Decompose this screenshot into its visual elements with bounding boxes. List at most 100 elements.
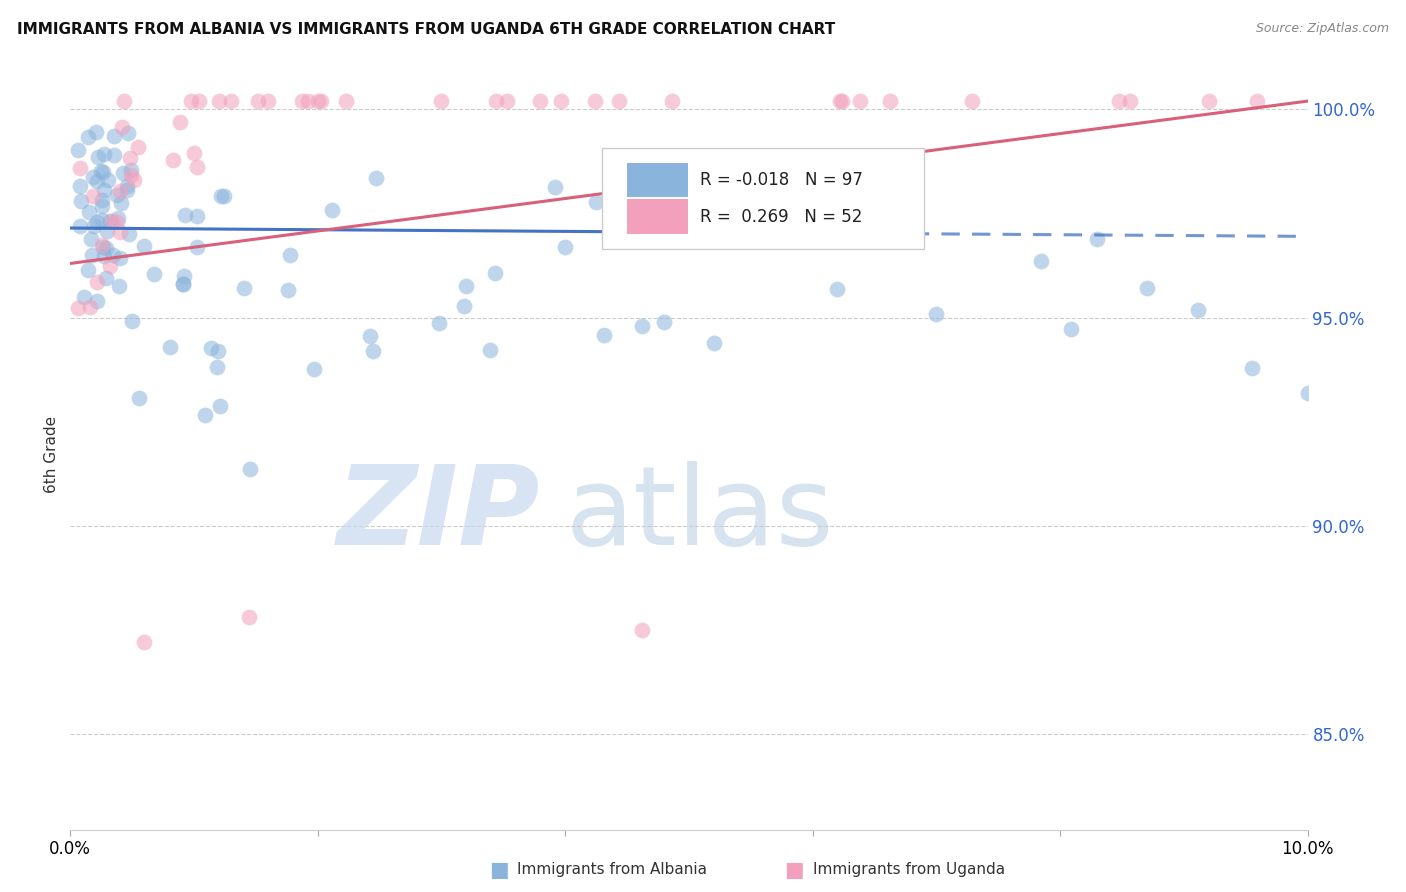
Point <box>143 267 166 281</box>
Point <box>239 461 262 475</box>
Point <box>186 240 208 254</box>
Point <box>1085 232 1108 246</box>
Point <box>80 232 103 246</box>
Point <box>132 239 155 253</box>
Point <box>738 161 761 176</box>
Text: Immigrants from Uganda: Immigrants from Uganda <box>813 863 1005 877</box>
Point <box>484 266 506 280</box>
Point <box>430 94 453 108</box>
Point <box>485 94 508 108</box>
Point <box>233 281 256 295</box>
Point <box>550 94 572 108</box>
Point <box>277 283 299 297</box>
Point <box>359 329 381 343</box>
Point <box>86 215 108 229</box>
Point <box>110 195 132 210</box>
Point <box>879 94 901 108</box>
Point <box>73 289 96 303</box>
Point <box>121 314 143 328</box>
FancyBboxPatch shape <box>627 162 688 197</box>
Point <box>67 301 90 315</box>
Text: ZIP: ZIP <box>337 461 540 568</box>
Point <box>174 208 197 222</box>
Point <box>108 184 131 198</box>
Point <box>257 94 280 108</box>
Point <box>66 144 89 158</box>
Point <box>101 213 124 227</box>
Point <box>90 193 112 207</box>
Point <box>186 160 208 174</box>
Text: Source: ZipAtlas.com: Source: ZipAtlas.com <box>1256 22 1389 36</box>
Text: ■: ■ <box>785 860 804 880</box>
Point <box>631 319 654 334</box>
Point <box>108 226 131 240</box>
Point <box>120 163 142 178</box>
Point <box>1060 322 1083 336</box>
Point <box>97 173 120 187</box>
Point <box>107 211 129 226</box>
Point <box>583 94 606 108</box>
Point <box>79 204 101 219</box>
Point <box>247 94 270 108</box>
Point <box>91 165 114 179</box>
Point <box>620 217 643 231</box>
FancyBboxPatch shape <box>602 148 924 249</box>
Point <box>454 278 477 293</box>
Y-axis label: 6th Grade: 6th Grade <box>44 417 59 493</box>
Point <box>1187 302 1209 317</box>
Point <box>173 268 195 283</box>
Point <box>278 248 301 262</box>
Point <box>69 161 91 175</box>
Point <box>127 140 149 154</box>
Point <box>194 408 217 422</box>
Point <box>82 188 104 202</box>
Point <box>96 270 118 285</box>
Point <box>96 224 118 238</box>
Point <box>554 239 576 253</box>
Point <box>105 214 128 228</box>
Point <box>122 173 145 187</box>
Point <box>830 94 852 108</box>
Point <box>661 94 683 108</box>
Point <box>117 126 139 140</box>
Point <box>631 623 654 637</box>
Point <box>209 188 232 202</box>
Point <box>205 359 228 374</box>
Point <box>219 94 242 108</box>
Point <box>134 635 156 649</box>
Point <box>93 184 115 198</box>
Point <box>200 341 222 355</box>
Point <box>111 120 134 134</box>
Point <box>208 94 231 108</box>
Point <box>478 343 501 357</box>
Point <box>86 150 108 164</box>
Point <box>91 212 114 227</box>
Point <box>112 94 135 108</box>
Point <box>1108 94 1130 108</box>
Point <box>212 189 235 203</box>
Point <box>79 301 101 315</box>
Point <box>585 194 607 209</box>
Point <box>93 249 115 263</box>
Point <box>183 146 205 161</box>
Point <box>321 202 343 217</box>
Point <box>120 168 142 182</box>
Point <box>128 391 150 405</box>
Point <box>90 237 112 252</box>
Point <box>108 251 131 265</box>
Point <box>962 94 984 108</box>
Point <box>1029 254 1052 268</box>
Point <box>77 263 100 277</box>
Point <box>86 293 108 308</box>
Point <box>849 94 872 108</box>
Point <box>173 277 195 292</box>
Point <box>186 209 208 223</box>
Point <box>599 208 621 222</box>
Point <box>169 115 191 129</box>
Point <box>84 125 107 139</box>
Point <box>827 282 849 296</box>
Point <box>238 610 260 624</box>
Point <box>529 94 551 108</box>
Point <box>207 344 229 359</box>
Point <box>180 94 202 108</box>
